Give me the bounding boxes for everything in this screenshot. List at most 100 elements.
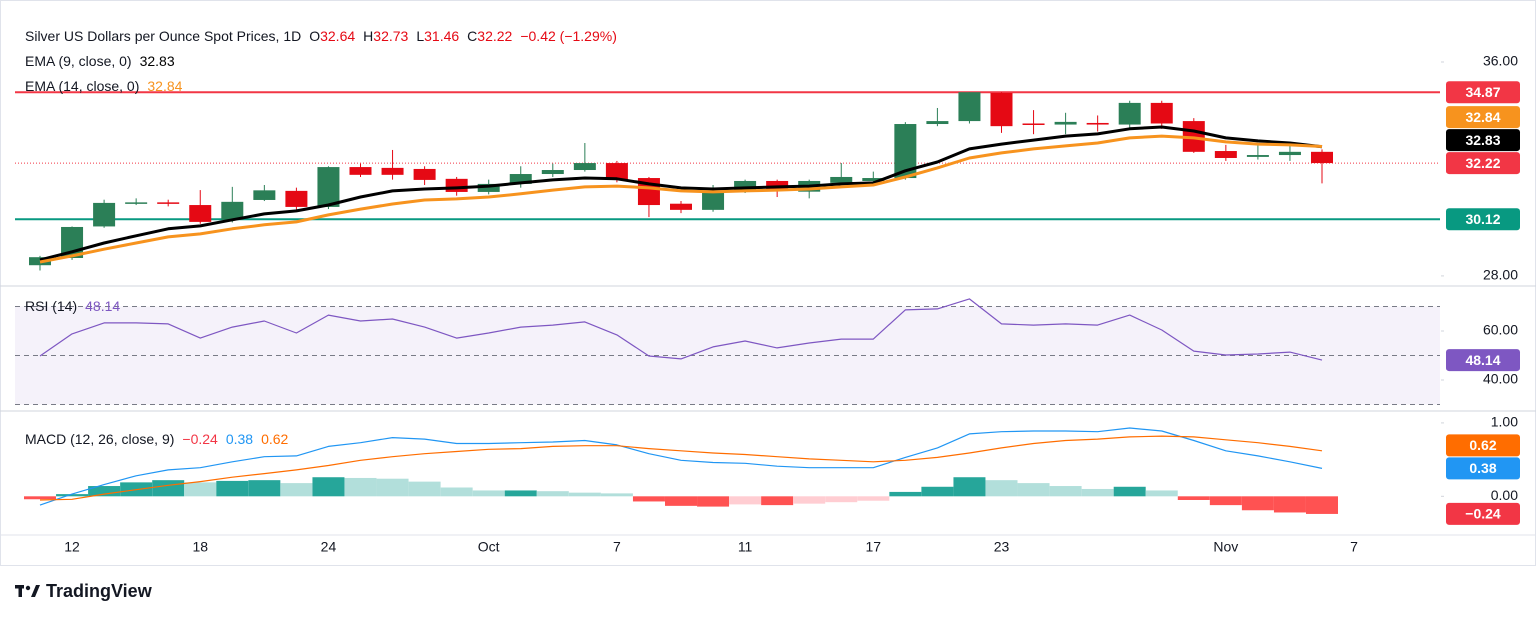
- histogram-bar: [729, 496, 762, 505]
- line: [39, 427, 1323, 506]
- legend-name: EMA (14, close, 0): [25, 78, 139, 94]
- ohlc-key: L: [416, 28, 424, 44]
- x-tick-label: 17: [866, 539, 882, 555]
- histogram-bar: [88, 486, 121, 497]
- price-badge-label: 32.22: [1465, 155, 1500, 171]
- histogram-bar: [825, 496, 858, 503]
- candle-body: [702, 190, 725, 210]
- y-tick-label: 60.00: [1483, 322, 1518, 338]
- candle-body: [1278, 151, 1301, 156]
- price-badge-label: 48.14: [1465, 352, 1500, 368]
- candle-body: [894, 124, 917, 179]
- logo-part: [18, 585, 22, 597]
- ohlc-value: 32.73: [373, 28, 408, 44]
- histogram-bar: [857, 496, 890, 501]
- price-badge-label: 34.87: [1465, 84, 1500, 100]
- candle-body: [1214, 151, 1237, 158]
- candle-body: [1246, 155, 1269, 157]
- line: [39, 125, 1323, 262]
- x-tick-label: Nov: [1213, 539, 1238, 555]
- candle-body: [93, 202, 116, 227]
- candle-body: [413, 168, 436, 180]
- histogram-bar: [280, 483, 313, 497]
- y-tick-label: 1.00: [1491, 414, 1518, 430]
- price-badge: [1446, 208, 1520, 231]
- price-badge: [1446, 81, 1520, 104]
- histogram-bar: [953, 477, 986, 497]
- price-badge: [1446, 152, 1520, 175]
- line: [39, 435, 1323, 501]
- legend-value: −0.24: [182, 431, 218, 447]
- histogram-bar: [472, 490, 505, 497]
- candle-body: [509, 174, 532, 184]
- price-badge-label: 0.62: [1469, 437, 1496, 453]
- histogram-bar: [216, 480, 249, 497]
- header: Silver US Dollars per Ounce Spot Prices,…: [25, 28, 617, 44]
- candle-body: [285, 190, 308, 207]
- logo-part: [31, 585, 40, 597]
- histogram-bar: [1049, 486, 1082, 497]
- ohlc-key: O: [309, 28, 320, 44]
- histogram-bar: [793, 496, 826, 504]
- candle-body: [125, 202, 148, 204]
- histogram-bar: [1273, 496, 1306, 513]
- brand: TradingView: [46, 581, 153, 601]
- legend-name: EMA (9, close, 0): [25, 53, 132, 69]
- histogram-bar: [665, 496, 697, 506]
- candle-body: [157, 202, 180, 204]
- y-tick-label: 28.00: [1483, 267, 1518, 283]
- candle-body: [1054, 121, 1077, 125]
- legend-value: 48.14: [85, 298, 120, 314]
- histogram-bar: [312, 477, 345, 497]
- ohlc-value: 32.22: [477, 28, 512, 44]
- ohlc-value: 32.64: [320, 28, 355, 44]
- histogram-bar: [56, 494, 89, 497]
- price-badge-label: 32.84: [1465, 109, 1500, 125]
- y-tick-label: 0.00: [1491, 487, 1518, 503]
- candle-body: [605, 163, 628, 180]
- x-tick-label: 11: [738, 539, 753, 555]
- x-tick-label: 7: [1350, 539, 1358, 555]
- logo-part: [25, 585, 31, 591]
- candle-body: [1118, 102, 1141, 125]
- histogram-bar: [1177, 496, 1210, 500]
- histogram-bar: [568, 492, 601, 497]
- ohlc-key: C: [467, 28, 477, 44]
- histogram-bar: [697, 496, 730, 507]
- x-tick-label: Oct: [478, 539, 500, 555]
- candle-body: [445, 178, 468, 192]
- candle-body: [990, 93, 1013, 127]
- histogram-bar: [248, 480, 281, 497]
- marks-layer: [24, 92, 1338, 514]
- candle-body: [862, 178, 885, 181]
- histogram-bar: [761, 496, 794, 506]
- histogram-bar: [1017, 483, 1050, 497]
- candle-body: [253, 190, 276, 200]
- histogram-bar: [889, 491, 922, 497]
- histogram-bar: [1145, 490, 1178, 497]
- frame: [0, 0, 1536, 566]
- candle-body: [670, 203, 692, 210]
- histogram-bar: [600, 493, 633, 497]
- histogram-bar: [985, 480, 1018, 497]
- candle-body: [381, 167, 404, 175]
- histogram-bar: [152, 480, 185, 497]
- price-badge: [1446, 106, 1520, 129]
- candle-body: [317, 167, 340, 207]
- y-tick-label: 40.00: [1483, 371, 1518, 387]
- price-badge: [1446, 349, 1520, 372]
- candle-body: [830, 176, 853, 183]
- price-badge-label: −0.24: [1465, 506, 1501, 522]
- candle-body: [189, 205, 212, 222]
- x-tick-label: 23: [994, 539, 1010, 555]
- y-tick-label: 36.00: [1483, 53, 1518, 69]
- candle-body: [573, 163, 596, 171]
- histogram-bar: [921, 486, 954, 497]
- price-badge-label: 30.12: [1465, 211, 1500, 227]
- histogram-bar: [24, 496, 56, 500]
- histogram-bar: [1113, 486, 1146, 497]
- legend-name: MACD (12, 26, close, 9): [25, 431, 174, 447]
- histogram-bar: [632, 496, 665, 502]
